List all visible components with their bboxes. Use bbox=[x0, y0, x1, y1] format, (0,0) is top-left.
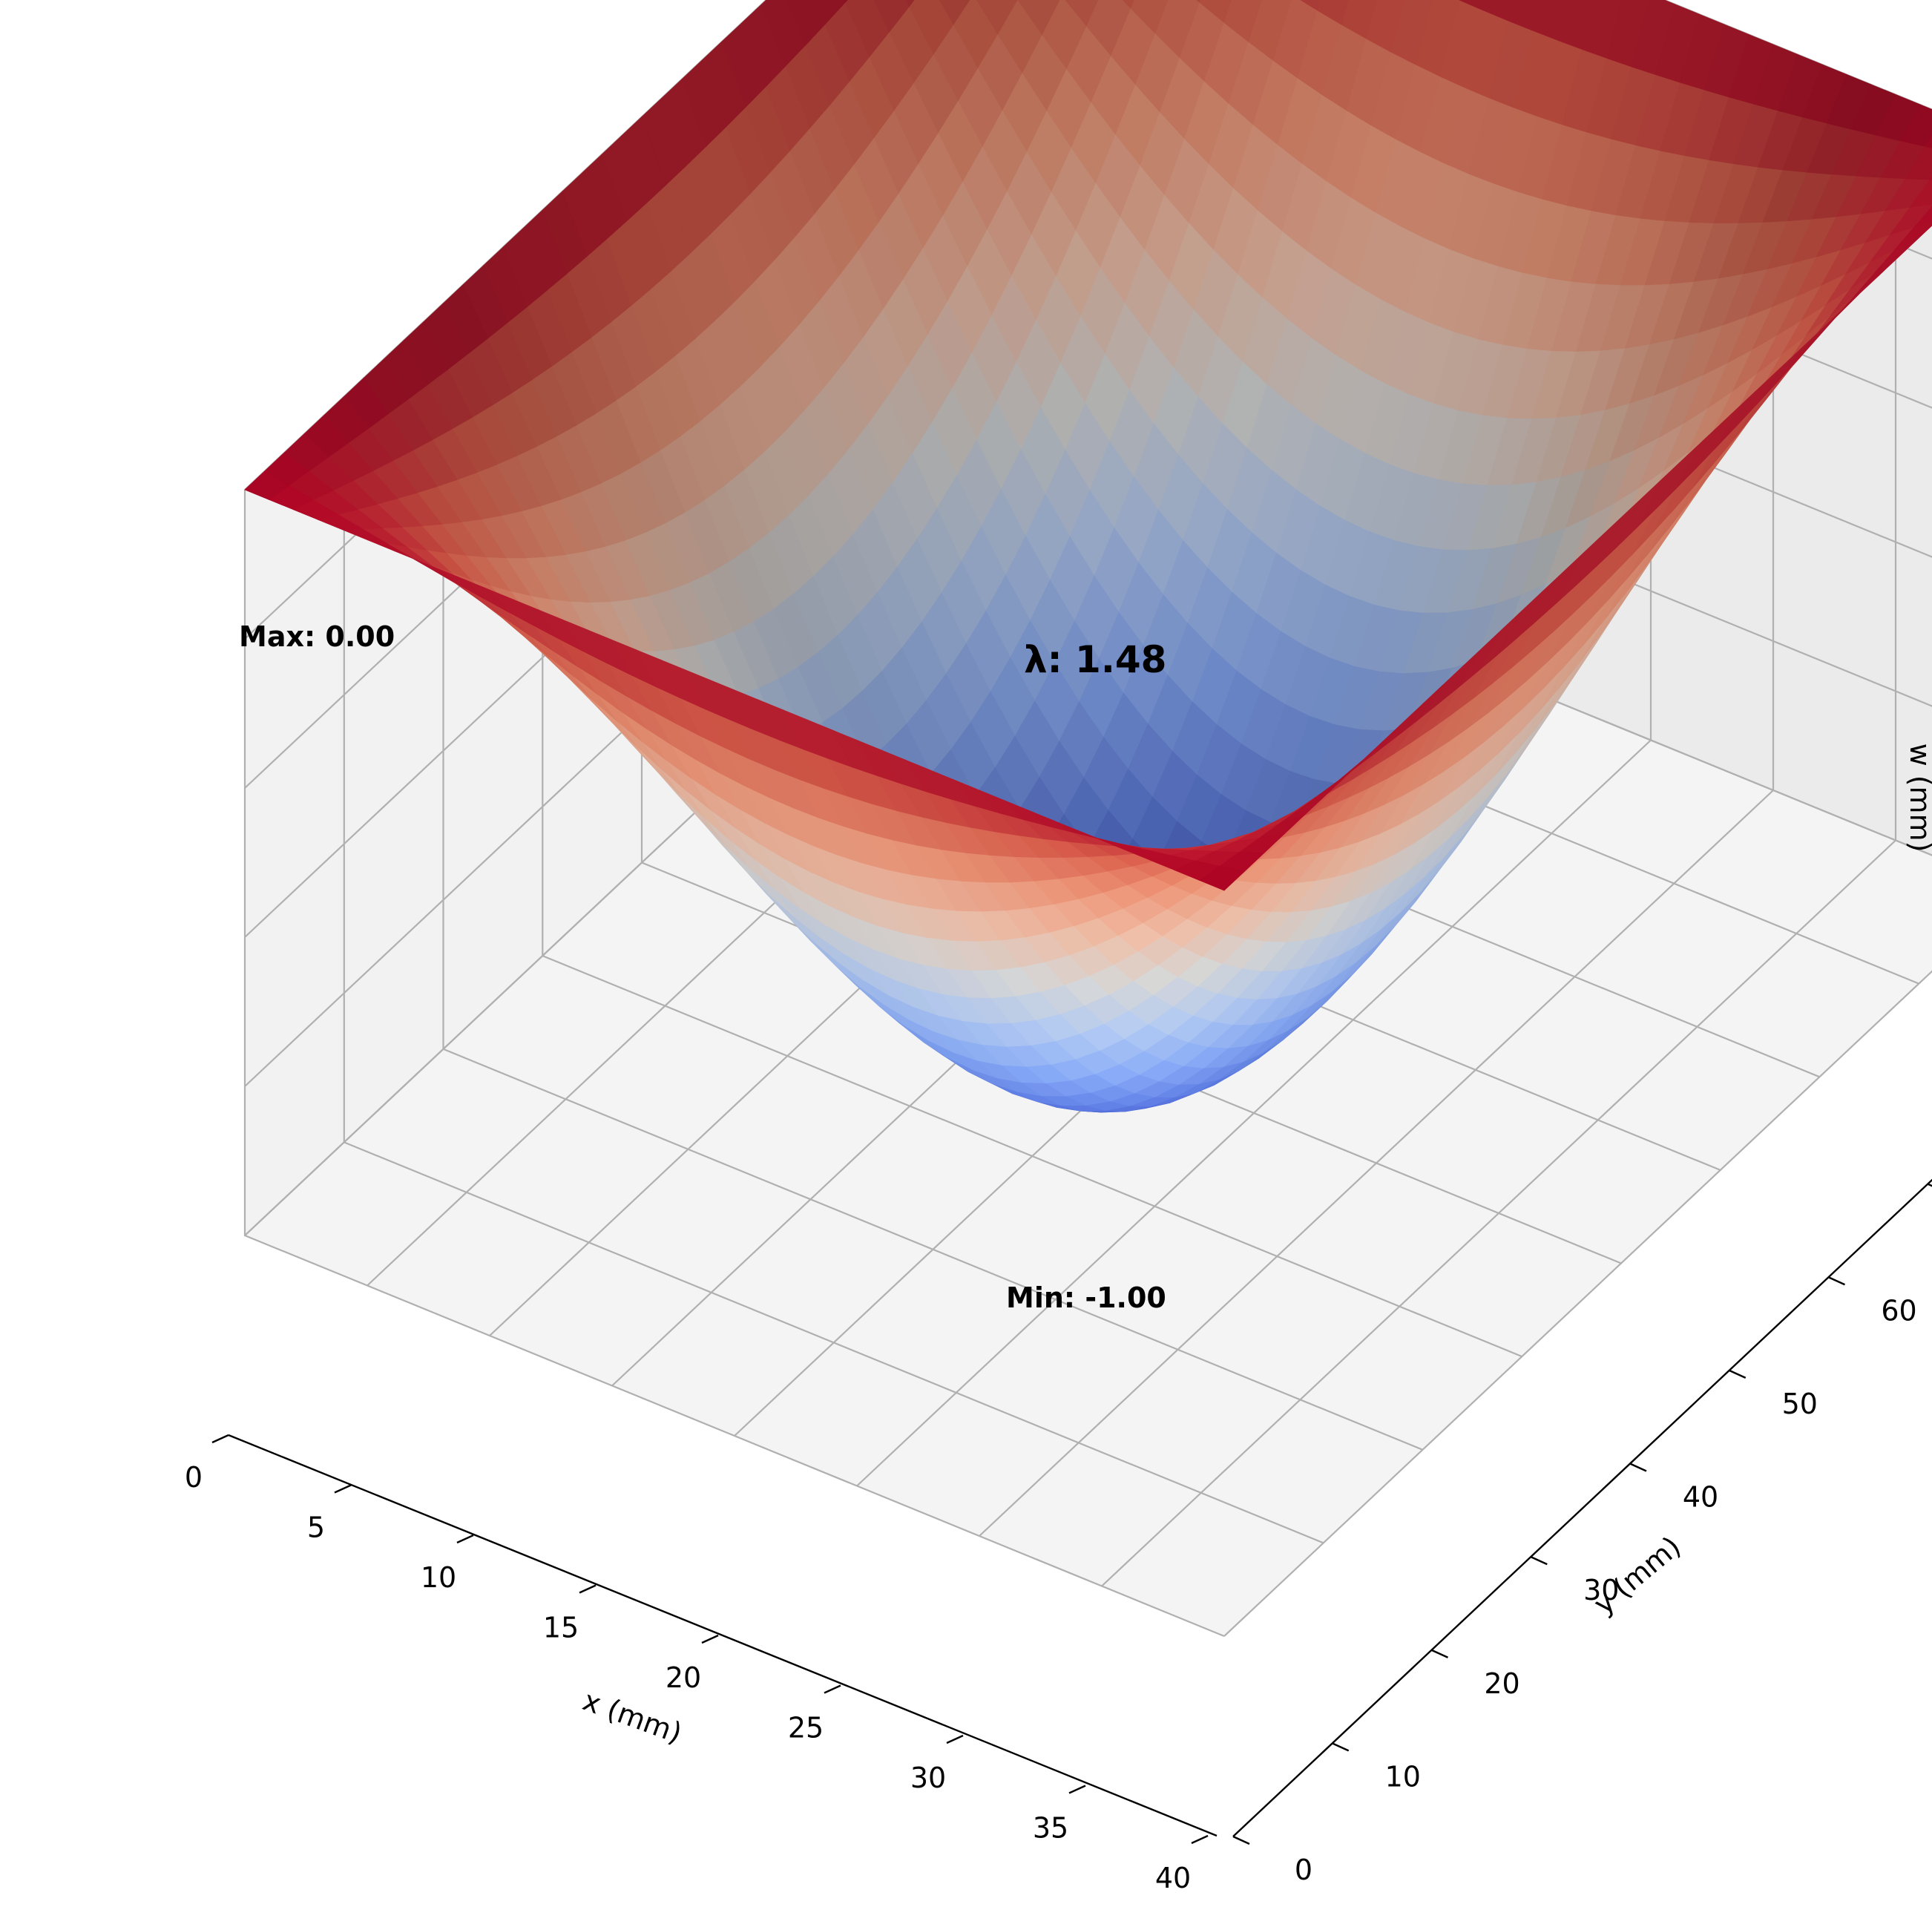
y-tick-label: 50 bbox=[1782, 1388, 1818, 1420]
x-tick-label: 35 bbox=[1033, 1812, 1068, 1845]
z-axis-label: w (mm) bbox=[1904, 744, 1932, 853]
x-tick bbox=[701, 1634, 719, 1644]
y-tick-label: 10 bbox=[1385, 1760, 1421, 1793]
y-tick bbox=[1232, 1835, 1250, 1845]
x-tick-label: 10 bbox=[421, 1561, 456, 1594]
y-tick bbox=[1729, 1369, 1747, 1379]
surface-patch bbox=[904, 0, 916, 8]
y-tick-label: 20 bbox=[1484, 1667, 1519, 1700]
y-tick bbox=[1530, 1556, 1548, 1566]
y-tick bbox=[1629, 1463, 1647, 1472]
x-tick bbox=[211, 1434, 229, 1444]
y-tick bbox=[1431, 1649, 1448, 1658]
x-tick-label: 30 bbox=[910, 1762, 946, 1794]
surface-mesh bbox=[244, 0, 1932, 1113]
y-tick bbox=[1927, 1183, 1932, 1187]
lambda-annotation: λ: 1.48 bbox=[1024, 638, 1166, 681]
x-tick bbox=[1191, 1834, 1209, 1845]
y-tick-label: 0 bbox=[1295, 1854, 1312, 1886]
x-tick-label: 40 bbox=[1155, 1862, 1191, 1894]
y-tick-label: 40 bbox=[1683, 1481, 1718, 1514]
surface-patch bbox=[1199, 866, 1245, 891]
x-tick-label: 0 bbox=[185, 1461, 203, 1494]
x-tick-label: 5 bbox=[307, 1511, 325, 1544]
grid-line-x bbox=[1223, 970, 1932, 1637]
surface-patch bbox=[1928, 176, 1932, 181]
y-tick bbox=[1828, 1276, 1845, 1286]
y-tick-label: 60 bbox=[1881, 1294, 1916, 1327]
x-tick-label: 20 bbox=[666, 1661, 701, 1694]
x-tick-label: 25 bbox=[788, 1712, 824, 1744]
min-annotation: Min: -1.00 bbox=[1006, 1281, 1166, 1314]
x-tick bbox=[334, 1484, 352, 1494]
surface-patch bbox=[1924, 134, 1932, 149]
x-tick bbox=[579, 1584, 597, 1594]
x-axis-line bbox=[228, 1434, 1218, 1837]
x-tick bbox=[1068, 1785, 1086, 1794]
x-tick bbox=[824, 1684, 841, 1694]
axis-lines bbox=[211, 1178, 1932, 1845]
x-tick bbox=[456, 1534, 474, 1544]
x-tick bbox=[946, 1734, 964, 1744]
x-tick-label: 15 bbox=[543, 1612, 579, 1644]
tick-labels: 0510152025303540010203040506070800.0−0.2… bbox=[185, 1294, 1917, 1894]
y-tick-label: 30 bbox=[1583, 1574, 1619, 1606]
y-tick bbox=[1332, 1742, 1350, 1752]
max-annotation: Max: 0.00 bbox=[239, 620, 395, 653]
